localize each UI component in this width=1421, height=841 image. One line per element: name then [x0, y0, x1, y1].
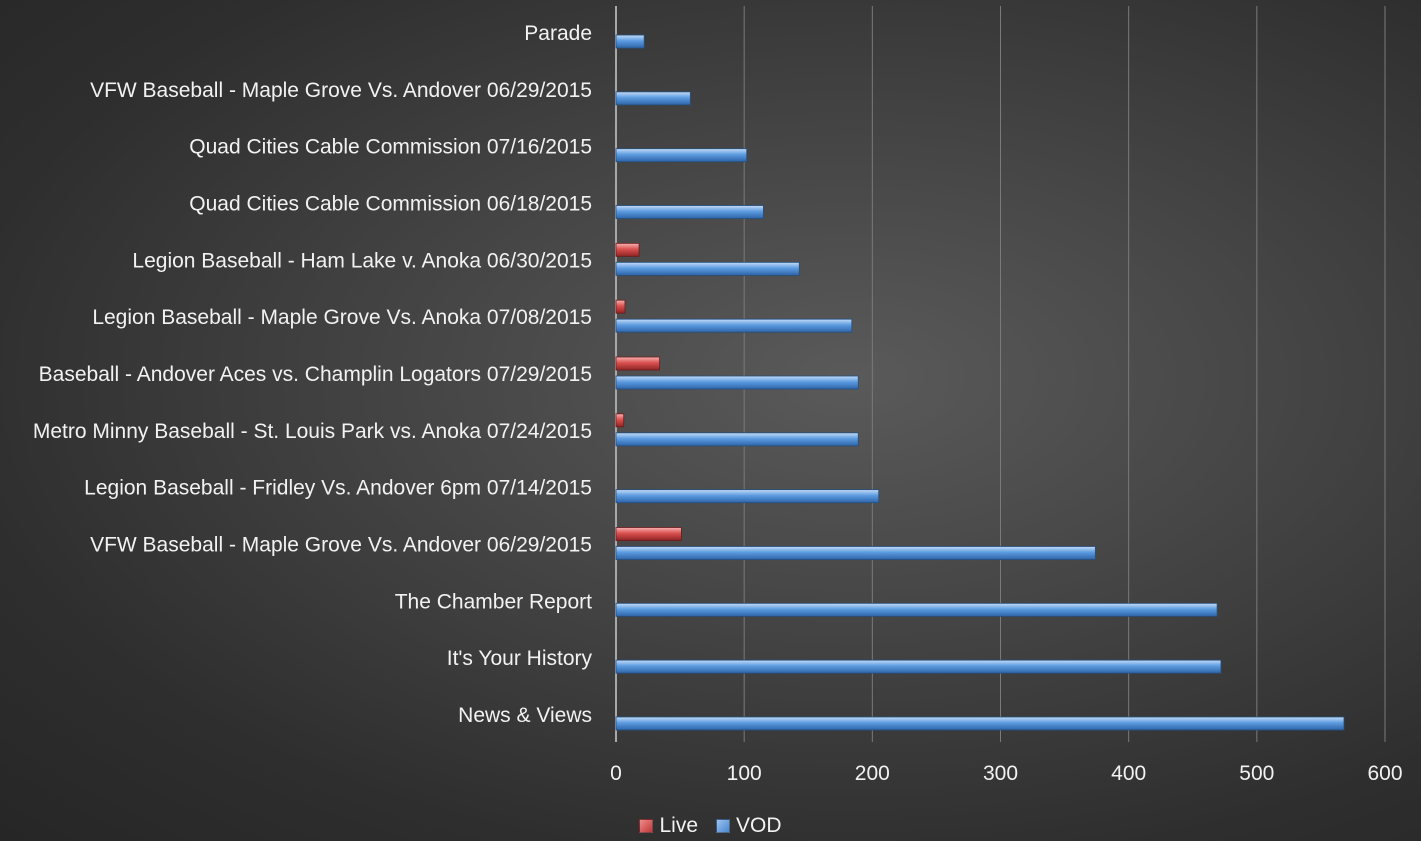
bar-vod: [615, 432, 859, 447]
category-label: Quad Cities Cable Commission 06/18/2015: [189, 193, 592, 216]
category-label: Parade: [524, 22, 592, 45]
bar-vod: [615, 205, 764, 219]
legend-label-vod: VOD: [736, 814, 782, 837]
bar-vod: [615, 546, 1096, 560]
x-tick-label: 0: [610, 762, 622, 785]
bar-vod: [615, 375, 859, 390]
category-label: Metro Minny Baseball - St. Louis Park vs…: [33, 420, 592, 443]
category-label: News & Views: [458, 704, 592, 727]
bar-chart: 0 100 200 300 400 500 600 News & Views It's Your…: [33, 6, 1403, 785]
bar-vod: [615, 716, 1345, 731]
bar-vod: [615, 602, 1218, 617]
legend-swatch-live: [639, 819, 654, 833]
bar-vod: [615, 261, 800, 276]
x-tick-label: 300: [983, 762, 1018, 785]
bar-live: [615, 356, 660, 371]
bar-vod: [615, 318, 853, 333]
labels: 0 100 200 300 400 500 600 News & Views It's Your…: [33, 22, 1403, 785]
x-tick-label: 200: [855, 762, 890, 785]
bars: [615, 34, 1345, 731]
bar-vod: [615, 659, 1222, 674]
category-label: Legion Baseball - Maple Grove Vs. Anoka …: [92, 306, 592, 329]
legend-item-live: Live: [639, 814, 698, 838]
category-label: Baseball - Andover Aces vs. Champlin Log…: [39, 363, 592, 386]
legend-label-live: Live: [659, 814, 698, 837]
legend-swatch-vod: [716, 819, 730, 833]
category-label: Legion Baseball - Ham Lake v. Anoka 06/3…: [132, 249, 592, 272]
bar-live: [615, 527, 682, 541]
gridlines: [743, 6, 1386, 742]
x-tick-label: 600: [1367, 762, 1402, 785]
legend: Live VOD: [0, 813, 1421, 839]
x-tick-label: 100: [727, 762, 762, 785]
category-label: The Chamber Report: [395, 590, 592, 613]
bar-live: [615, 299, 626, 314]
bar-vod: [615, 489, 880, 504]
bar-live: [615, 242, 640, 257]
x-tick-label: 400: [1111, 762, 1146, 785]
bar-vod: [615, 34, 645, 49]
bar-vod: [615, 148, 748, 163]
category-label: It's Your History: [447, 647, 593, 670]
bar-vod: [615, 91, 691, 106]
x-tick-label: 500: [1239, 762, 1274, 785]
category-label: Legion Baseball - Fridley Vs. Andover 6p…: [84, 477, 592, 500]
legend-item-vod: VOD: [716, 814, 782, 838]
category-label: VFW Baseball - Maple Grove Vs. Andover 0…: [90, 534, 592, 557]
category-label: VFW Baseball - Maple Grove Vs. Andover 0…: [90, 79, 592, 102]
bar-live: [615, 413, 625, 428]
category-label: Quad Cities Cable Commission 07/16/2015: [189, 136, 592, 159]
